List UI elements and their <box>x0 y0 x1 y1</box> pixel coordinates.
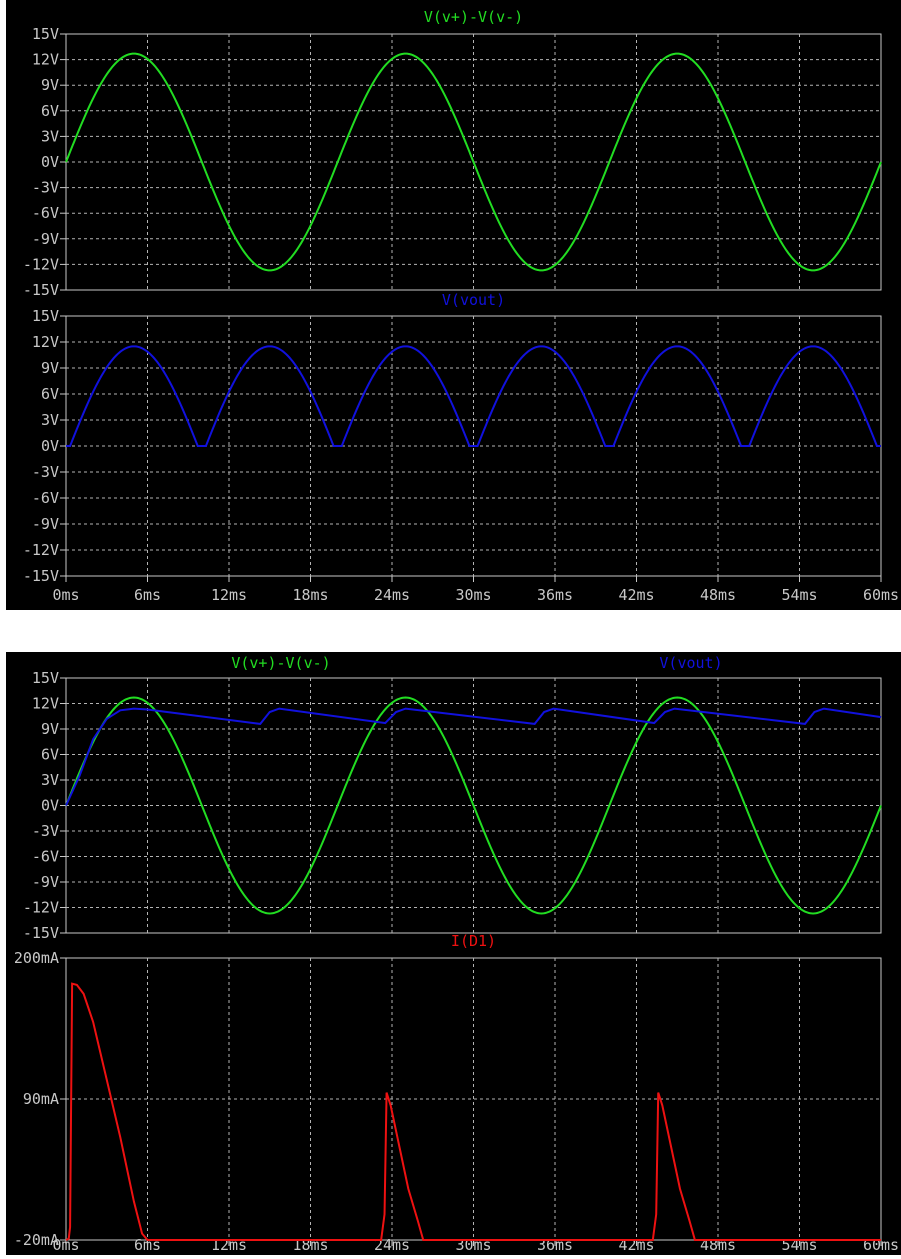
x-tick-label: 42ms <box>618 586 654 604</box>
y-tick-label: 0V <box>41 797 59 815</box>
y-tick-label: 6V <box>41 102 59 120</box>
x-tick-label: 0ms <box>52 586 79 604</box>
x-tick-label: 18ms <box>292 1236 328 1254</box>
y-tick-label: 9V <box>41 76 59 94</box>
y-tick-label: 3V <box>41 127 59 145</box>
y-tick-label: 12V <box>32 51 59 69</box>
x-tick-label: 12ms <box>211 586 247 604</box>
x-tick-label: 42ms <box>618 1236 654 1254</box>
x-tick-label: 54ms <box>781 586 817 604</box>
x-tick-label: 30ms <box>455 1236 491 1254</box>
y-tick-label: -6V <box>32 204 59 222</box>
x-tick-label: 30ms <box>455 586 491 604</box>
y-tick-label: 0V <box>41 153 59 171</box>
y-tick-label: 9V <box>41 720 59 738</box>
x-tick-label: 36ms <box>537 1236 573 1254</box>
y-tick-label: 12V <box>32 333 59 351</box>
y-tick-label: 9V <box>41 359 59 377</box>
chart-pane-2-top: 15V 12V 9V 6V 3V 0V -3V -6V -9V -12V -15V V(v+)-V(v… <box>23 654 882 942</box>
x-tick-label: 36ms <box>537 586 573 604</box>
y-tick-label: -15V <box>23 567 59 585</box>
y-tick-label: -6V <box>32 848 59 866</box>
y-tick-label: 90mA <box>23 1090 59 1108</box>
y-tick-label: -20mA <box>14 1231 59 1249</box>
waveform-window-2[interactable]: 15V 12V 9V 6V 3V 0V -3V -6V -9V -12V -15V V(v+)-V(v… <box>6 652 901 1255</box>
series-line <box>65 52 882 272</box>
y-tick-label: 15V <box>32 25 59 43</box>
series-title: I(D1) <box>451 932 496 950</box>
series-title: V(v+)-V(v-) <box>231 654 330 672</box>
x-tick-label: 18ms <box>292 586 328 604</box>
y-tick-label: -9V <box>32 515 59 533</box>
x-tick-label: 12ms <box>211 1236 247 1254</box>
chart-pane-1-top: 15V 12V 9V 6V 3V 0V -3V -6V -9V -12V -15V V(v+)-V(v… <box>23 8 882 299</box>
y-tick-label: -9V <box>32 873 59 891</box>
y-tick-label: -3V <box>32 463 59 481</box>
y-tick-label: -3V <box>32 822 59 840</box>
y-tick-label: 200mA <box>14 949 59 967</box>
waveform-window-1[interactable]: 15V 12V 9V 6V 3V 0V -3V -6V -9V -12V -15V V(v+)-V(v… <box>6 0 901 610</box>
waveform-plot-1[interactable]: 15V 12V 9V 6V 3V 0V -3V -6V -9V -12V -15V V(v+)-V(v… <box>6 0 901 610</box>
x-tick-label: 60ms <box>863 1236 899 1254</box>
y-tick-label: -15V <box>23 281 59 299</box>
series-line <box>65 696 882 915</box>
x-tick-label: 48ms <box>700 586 736 604</box>
series-title: V(v+)-V(v-) <box>424 8 523 26</box>
y-tick-label: 6V <box>41 746 59 764</box>
y-tick-label: -12V <box>23 541 59 559</box>
y-tick-label: 3V <box>41 411 59 429</box>
series-line <box>65 982 881 1241</box>
series-line <box>66 345 881 447</box>
y-tick-label: 15V <box>32 669 59 687</box>
y-tick-label: 3V <box>41 771 59 789</box>
y-tick-label: -12V <box>23 255 59 273</box>
y-tick-label: -9V <box>32 230 59 248</box>
series-title: V(vout) <box>442 291 505 309</box>
series-title: V(vout) <box>659 654 722 672</box>
x-tick-label: 24ms <box>374 1236 410 1254</box>
y-tick-label: -3V <box>32 179 59 197</box>
y-tick-label: 12V <box>32 695 59 713</box>
y-tick-label: 15V <box>32 307 59 325</box>
y-tick-label: -12V <box>23 899 59 917</box>
x-tick-label: 54ms <box>781 1236 817 1254</box>
series-line <box>65 707 882 806</box>
y-tick-label: -6V <box>32 489 59 507</box>
x-tick-label: 6ms <box>134 586 161 604</box>
waveform-plot-2[interactable]: 15V 12V 9V 6V 3V 0V -3V -6V -9V -12V -15V V(v+)-V(v… <box>6 652 901 1255</box>
x-tick-label: 60ms <box>863 586 899 604</box>
x-tick-label: 48ms <box>700 1236 736 1254</box>
y-tick-label: 6V <box>41 385 59 403</box>
x-tick-label: 0ms <box>52 1236 79 1254</box>
y-tick-label: 0V <box>41 437 59 455</box>
y-tick-label: -15V <box>23 924 59 942</box>
x-tick-label: 24ms <box>374 586 410 604</box>
